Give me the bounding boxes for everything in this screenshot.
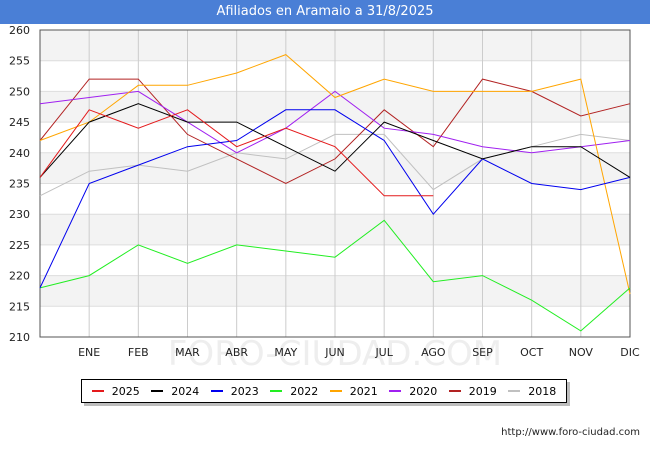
- y-tick-label: 210: [9, 331, 30, 344]
- legend-swatch: [389, 390, 402, 392]
- y-tick-label: 230: [9, 208, 30, 221]
- series-line-2022: [39, 219, 631, 332]
- series-lines: [39, 54, 631, 332]
- legend-label: 2021: [349, 384, 378, 398]
- series-line-2024: [39, 103, 631, 178]
- legend: 2025 2024 2023 2022 2021 2020 2019 2018: [81, 379, 567, 403]
- series-line-2023: [39, 109, 631, 289]
- y-tick-label: 220: [9, 270, 30, 283]
- source-credit: http://www.foro-ciudad.com: [501, 427, 640, 438]
- y-tick-label: 245: [9, 116, 30, 129]
- legend-label: 2018: [528, 384, 557, 398]
- legend-swatch: [151, 390, 164, 392]
- x-tick-label: ABR: [225, 346, 248, 359]
- x-tick-label: NOV: [569, 346, 594, 359]
- series-line-2021: [39, 54, 631, 295]
- y-axis-ticks: 210 215 220 225 230 235 240 245 250 255 260: [9, 24, 30, 344]
- legend-item-2018: 2018: [508, 385, 556, 398]
- legend-swatch: [508, 390, 521, 392]
- legend-label: 2022: [290, 384, 319, 398]
- y-tick-label: 255: [9, 55, 30, 68]
- legend-item-2020: 2020: [389, 385, 437, 398]
- legend-swatch: [329, 390, 342, 392]
- legend-label: 2024: [171, 384, 200, 398]
- legend-swatch: [270, 390, 283, 392]
- legend-label: 2025: [111, 384, 140, 398]
- watermark: FORO-CIUDAD.COM: [168, 334, 502, 374]
- x-tick-label: JUN: [324, 346, 345, 359]
- legend-item-2025: 2025: [91, 384, 140, 398]
- x-tick-label: AGO: [421, 346, 446, 359]
- x-tick-label: JUL: [374, 346, 393, 359]
- legend-label: 2023: [230, 384, 259, 398]
- x-tick-label: MAR: [175, 346, 200, 359]
- y-tick-label: 260: [9, 24, 30, 37]
- legend-swatch: [210, 390, 223, 392]
- y-tick-label: 240: [9, 147, 30, 160]
- legend-label: 2019: [468, 384, 497, 398]
- series-line-2025: [39, 109, 434, 197]
- legend-item-2021: 2021: [329, 384, 378, 398]
- series-line-2020: [39, 90, 631, 154]
- y-tick-label: 225: [9, 239, 30, 252]
- x-tick-label: OCT: [520, 346, 543, 359]
- legend-label: 2020: [409, 384, 438, 398]
- x-tick-label: SEP: [472, 346, 493, 359]
- plot-frame: [39, 29, 631, 338]
- y-tick-label: 235: [9, 178, 30, 191]
- legend-item-2022: 2022: [270, 385, 318, 398]
- x-tick-label: FEB: [128, 346, 149, 359]
- y-tick-label: 250: [9, 85, 30, 98]
- x-tick-label: ENE: [78, 346, 100, 359]
- x-axis-ticks: ENE FEB MAR ABR MAY JUN JUL AGO SEP OCT NOV DIC: [78, 346, 640, 359]
- legend-item-2024: 2024: [151, 385, 199, 398]
- y-tick-label: 215: [9, 300, 30, 313]
- x-tick-label: MAY: [274, 346, 297, 359]
- legend-swatch: [448, 390, 461, 392]
- x-tick-label: DIC: [620, 346, 640, 359]
- legend-item-2023: 2023: [210, 384, 259, 398]
- legend-swatch: [91, 390, 104, 392]
- legend-item-2019: 2019: [448, 384, 497, 398]
- chart-title: Afiliados en Aramaio a 31/8/2025: [0, 0, 650, 24]
